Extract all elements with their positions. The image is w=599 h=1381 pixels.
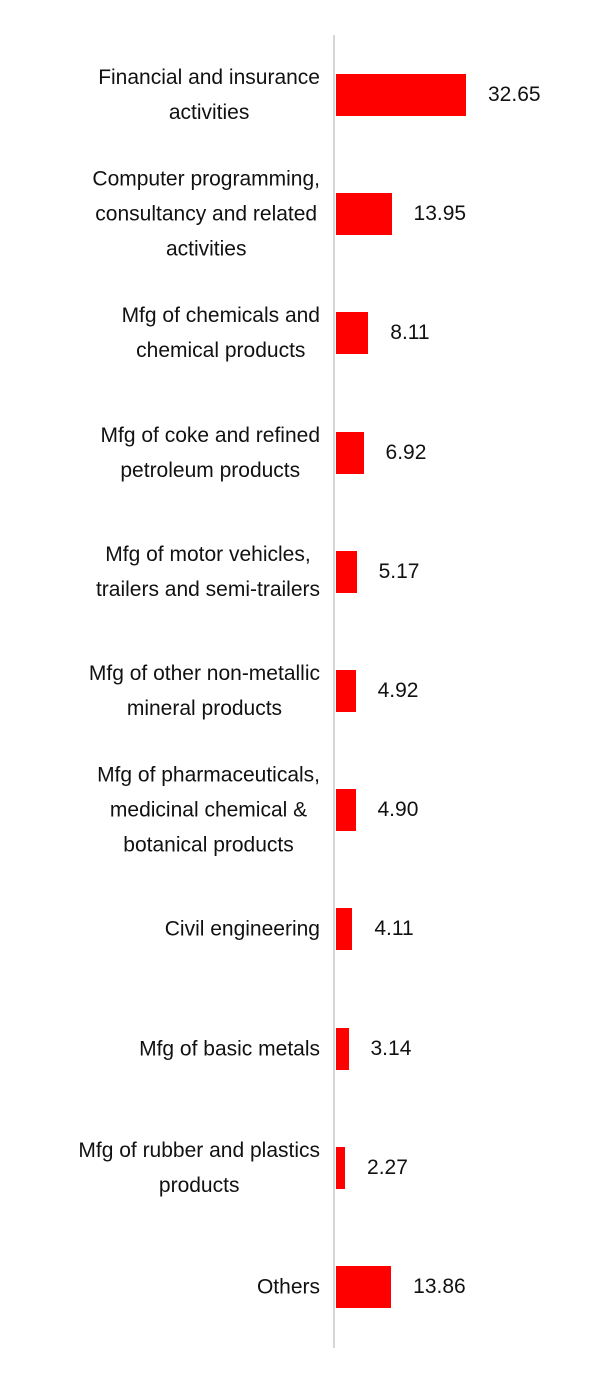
bar [336,74,466,116]
value-label: 2.27 [367,1155,408,1179]
value-label: 6.92 [385,440,427,464]
value-label: 4.11 [374,917,414,941]
category-label: Mfg of pharmaceuticals, medicinal chemic… [97,763,320,857]
category-label: Financial and insurance activities [98,66,320,124]
bar [336,670,356,712]
bar [336,431,364,474]
value-label: 13.95 [413,202,467,226]
category-label: Mfg of coke and refined petroleum produc… [100,423,320,482]
category-label: Mfg of chemicals and chemical products [121,304,320,363]
category-label: Civil engineering [164,917,320,941]
bar [336,550,357,593]
category-label: Mfg of other non-metallic mineral produc… [88,662,320,720]
value-label: 4.90 [377,798,419,822]
bar [336,789,356,832]
bar [336,908,353,951]
category-label: Mfg of motor vehicles, trailers and semi… [95,542,320,601]
category-label: Others [256,1275,320,1299]
value-label: 3.14 [370,1036,412,1060]
bar [336,1027,349,1070]
value-label: 4.92 [377,679,419,702]
axis-line [333,35,335,1348]
bar [336,193,392,236]
value-label: 8.11 [390,321,430,345]
bar [336,1146,346,1189]
value-label: 13.86 [413,1275,466,1298]
bar [336,1266,392,1308]
category-label: Mfg of basic metals [139,1037,320,1061]
bar [336,312,369,355]
value-label: 32.65 [488,83,541,106]
value-label: 5.17 [378,559,420,583]
category-label: Mfg of rubber and plastics products [78,1138,320,1197]
category-label: Computer programming, consultancy and re… [92,167,320,261]
